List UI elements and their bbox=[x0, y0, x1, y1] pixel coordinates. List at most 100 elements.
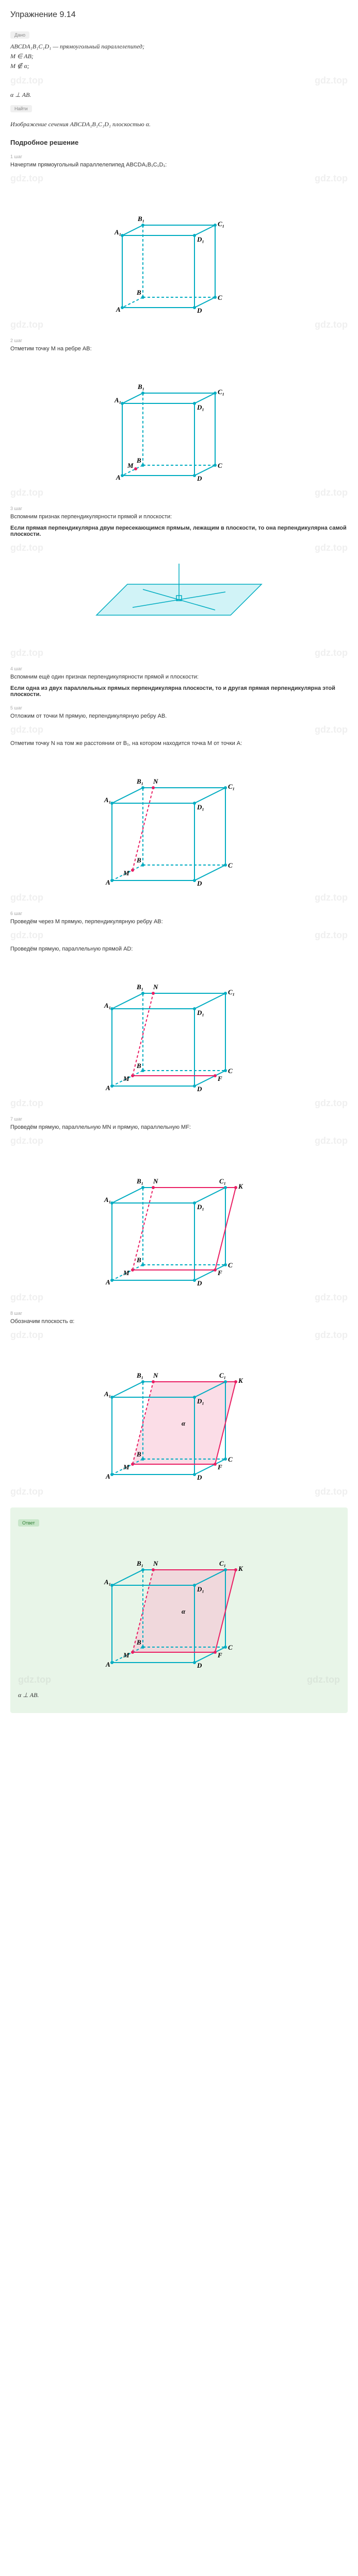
svg-text:C: C bbox=[228, 861, 233, 869]
svg-text:B₁: B₁ bbox=[136, 1177, 143, 1185]
svg-text:A₁: A₁ bbox=[104, 796, 111, 804]
svg-text:A₁: A₁ bbox=[114, 228, 121, 236]
step1-label: 1 шаг bbox=[10, 154, 348, 159]
svg-text:C₁: C₁ bbox=[219, 1371, 226, 1379]
svg-text:A: A bbox=[105, 1660, 110, 1668]
watermark-row: gdz.topgdz.top bbox=[10, 892, 348, 903]
svg-text:D: D bbox=[197, 879, 202, 886]
given-line-1: M ∈ AB; bbox=[10, 53, 348, 60]
svg-text:N: N bbox=[153, 983, 158, 991]
svg-text:C₁: C₁ bbox=[218, 220, 224, 228]
step8-text: Обозначим плоскость α: bbox=[10, 1318, 348, 1325]
figure-plane bbox=[10, 558, 348, 642]
svg-text:A: A bbox=[105, 1278, 110, 1285]
step3-text: Вспомним признак перпендикулярности прям… bbox=[10, 514, 348, 520]
svg-text:A: A bbox=[105, 1084, 110, 1091]
step7-text: Проведём прямую, параллельную MN и пряму… bbox=[10, 1124, 348, 1130]
svg-text:C₁: C₁ bbox=[228, 988, 235, 996]
svg-text:D₁: D₁ bbox=[197, 403, 204, 411]
svg-text:B: B bbox=[136, 1450, 141, 1458]
svg-text:F: F bbox=[217, 1651, 222, 1659]
svg-text:C₁: C₁ bbox=[219, 1177, 226, 1185]
svg-text:D: D bbox=[197, 1473, 202, 1480]
given-line-0: ABCDA₁B₁C₁D₁ — прямоугольный параллелепи… bbox=[10, 43, 348, 50]
step1-text: Начертим прямоугольный параллелепипед AB… bbox=[10, 162, 348, 168]
watermark-row: gdz.topgdz.top bbox=[10, 724, 348, 735]
given-line-2: M ∉ α; bbox=[10, 62, 348, 70]
answer-box: Ответ AB CD A₁B₁ C₁D₁ MN FK α gdz.topgdz… bbox=[10, 1507, 348, 1713]
svg-text:B₁: B₁ bbox=[136, 777, 143, 785]
watermark-row: gdz.topgdz.top bbox=[10, 173, 348, 184]
svg-text:M: M bbox=[123, 1269, 129, 1277]
svg-text:F: F bbox=[217, 1463, 222, 1471]
step3-label: 3 шаг bbox=[10, 506, 348, 511]
svg-text:C: C bbox=[228, 1643, 233, 1651]
watermark-row: gdz.topgdz.top bbox=[10, 1136, 348, 1146]
svg-text:K: K bbox=[238, 1565, 243, 1572]
svg-text:B: B bbox=[136, 1062, 141, 1070]
step5-text: Отложим от точки M прямую, перпендикуляр… bbox=[10, 713, 348, 719]
svg-text:D: D bbox=[197, 307, 202, 313]
svg-text:M: M bbox=[123, 1651, 129, 1659]
svg-text:N: N bbox=[153, 1177, 158, 1185]
svg-text:B₁: B₁ bbox=[136, 1560, 143, 1567]
svg-text:A: A bbox=[116, 473, 121, 481]
exercise-title: Упражнение 9.14 bbox=[10, 10, 348, 20]
svg-text:B₁: B₁ bbox=[136, 1371, 143, 1379]
svg-text:α: α bbox=[182, 1419, 186, 1427]
svg-text:N: N bbox=[153, 777, 158, 785]
step5-label: 5 шаг bbox=[10, 705, 348, 710]
given-badge: Дано bbox=[10, 31, 29, 39]
svg-text:B: B bbox=[136, 856, 141, 864]
figure-cube3: AB CD A₁B₁ C₁D₁ MN bbox=[10, 752, 348, 887]
step4-bold: Если одна из двух параллельных прямых пе… bbox=[10, 685, 348, 698]
svg-text:C: C bbox=[228, 1067, 233, 1075]
find-badge: Найти bbox=[10, 105, 32, 112]
svg-text:C: C bbox=[218, 462, 222, 469]
watermark-row: gdz.topgdz.top bbox=[10, 1292, 348, 1303]
svg-text:D: D bbox=[197, 474, 202, 481]
solution-title: Подробное решение bbox=[10, 139, 348, 146]
step3-bold: Если прямая перпендикулярна двум пересек… bbox=[10, 525, 348, 537]
svg-text:D: D bbox=[197, 1662, 202, 1668]
svg-text:B: B bbox=[136, 289, 141, 296]
answer-badge: Ответ bbox=[18, 1519, 39, 1527]
svg-text:B₁: B₁ bbox=[137, 383, 144, 391]
svg-text:K: K bbox=[238, 1182, 243, 1190]
svg-text:D₁: D₁ bbox=[197, 1009, 204, 1016]
figure-cube2: AB CD A₁B₁ C₁D₁ M bbox=[10, 357, 348, 482]
find-text: Изображение сечения ABCDA₁B₁C₁D₁ плоскос… bbox=[10, 121, 348, 128]
svg-text:D: D bbox=[197, 1085, 202, 1091]
svg-text:F: F bbox=[217, 1269, 222, 1277]
answer-text: α ⊥ AB. bbox=[18, 1691, 340, 1699]
svg-text:A₁: A₁ bbox=[104, 1002, 111, 1009]
svg-text:A: A bbox=[116, 306, 121, 313]
watermark-row: gdz.topgdz.top bbox=[18, 1674, 340, 1685]
svg-text:C₁: C₁ bbox=[219, 1560, 226, 1567]
svg-text:A₁: A₁ bbox=[104, 1390, 111, 1398]
svg-text:B: B bbox=[136, 1256, 141, 1264]
step5-post: Отметим точку N на том же расстоянии от … bbox=[10, 740, 348, 747]
watermark-row: gdz.topgdz.top bbox=[10, 543, 348, 553]
watermark-row: gdz.topgdz.top bbox=[10, 75, 348, 86]
svg-text:A₁: A₁ bbox=[104, 1196, 111, 1204]
step6-post: Проведём прямую, параллельную прямой AD: bbox=[10, 946, 348, 952]
figure-cube4: AB CD A₁B₁ C₁D₁ MN F bbox=[10, 957, 348, 1093]
svg-text:N: N bbox=[153, 1371, 158, 1379]
svg-text:B₁: B₁ bbox=[136, 983, 143, 991]
svg-text:C: C bbox=[228, 1261, 233, 1269]
svg-text:A₁: A₁ bbox=[104, 1578, 111, 1586]
svg-text:M: M bbox=[123, 1463, 129, 1471]
figure-cube6: AB CD A₁B₁ C₁D₁ MN FK α bbox=[10, 1346, 348, 1481]
svg-text:M: M bbox=[123, 869, 129, 877]
figure-cube5: A B C D A₁ B₁ C₁ D₁ M N F K bbox=[10, 1151, 348, 1287]
figure-cube1: AB CD A₁B₁ C₁D₁ bbox=[10, 189, 348, 314]
svg-text:F: F bbox=[217, 1075, 222, 1082]
svg-text:D: D bbox=[197, 1279, 202, 1285]
step6-label: 6 шаг bbox=[10, 911, 348, 916]
step2-text: Отметим точку M на ребре AB: bbox=[10, 346, 348, 352]
watermark-row: gdz.topgdz.top bbox=[10, 487, 348, 498]
step4-label: 4 шаг bbox=[10, 666, 348, 671]
svg-text:D₁: D₁ bbox=[197, 1397, 204, 1405]
svg-text:D₁: D₁ bbox=[197, 1203, 204, 1211]
